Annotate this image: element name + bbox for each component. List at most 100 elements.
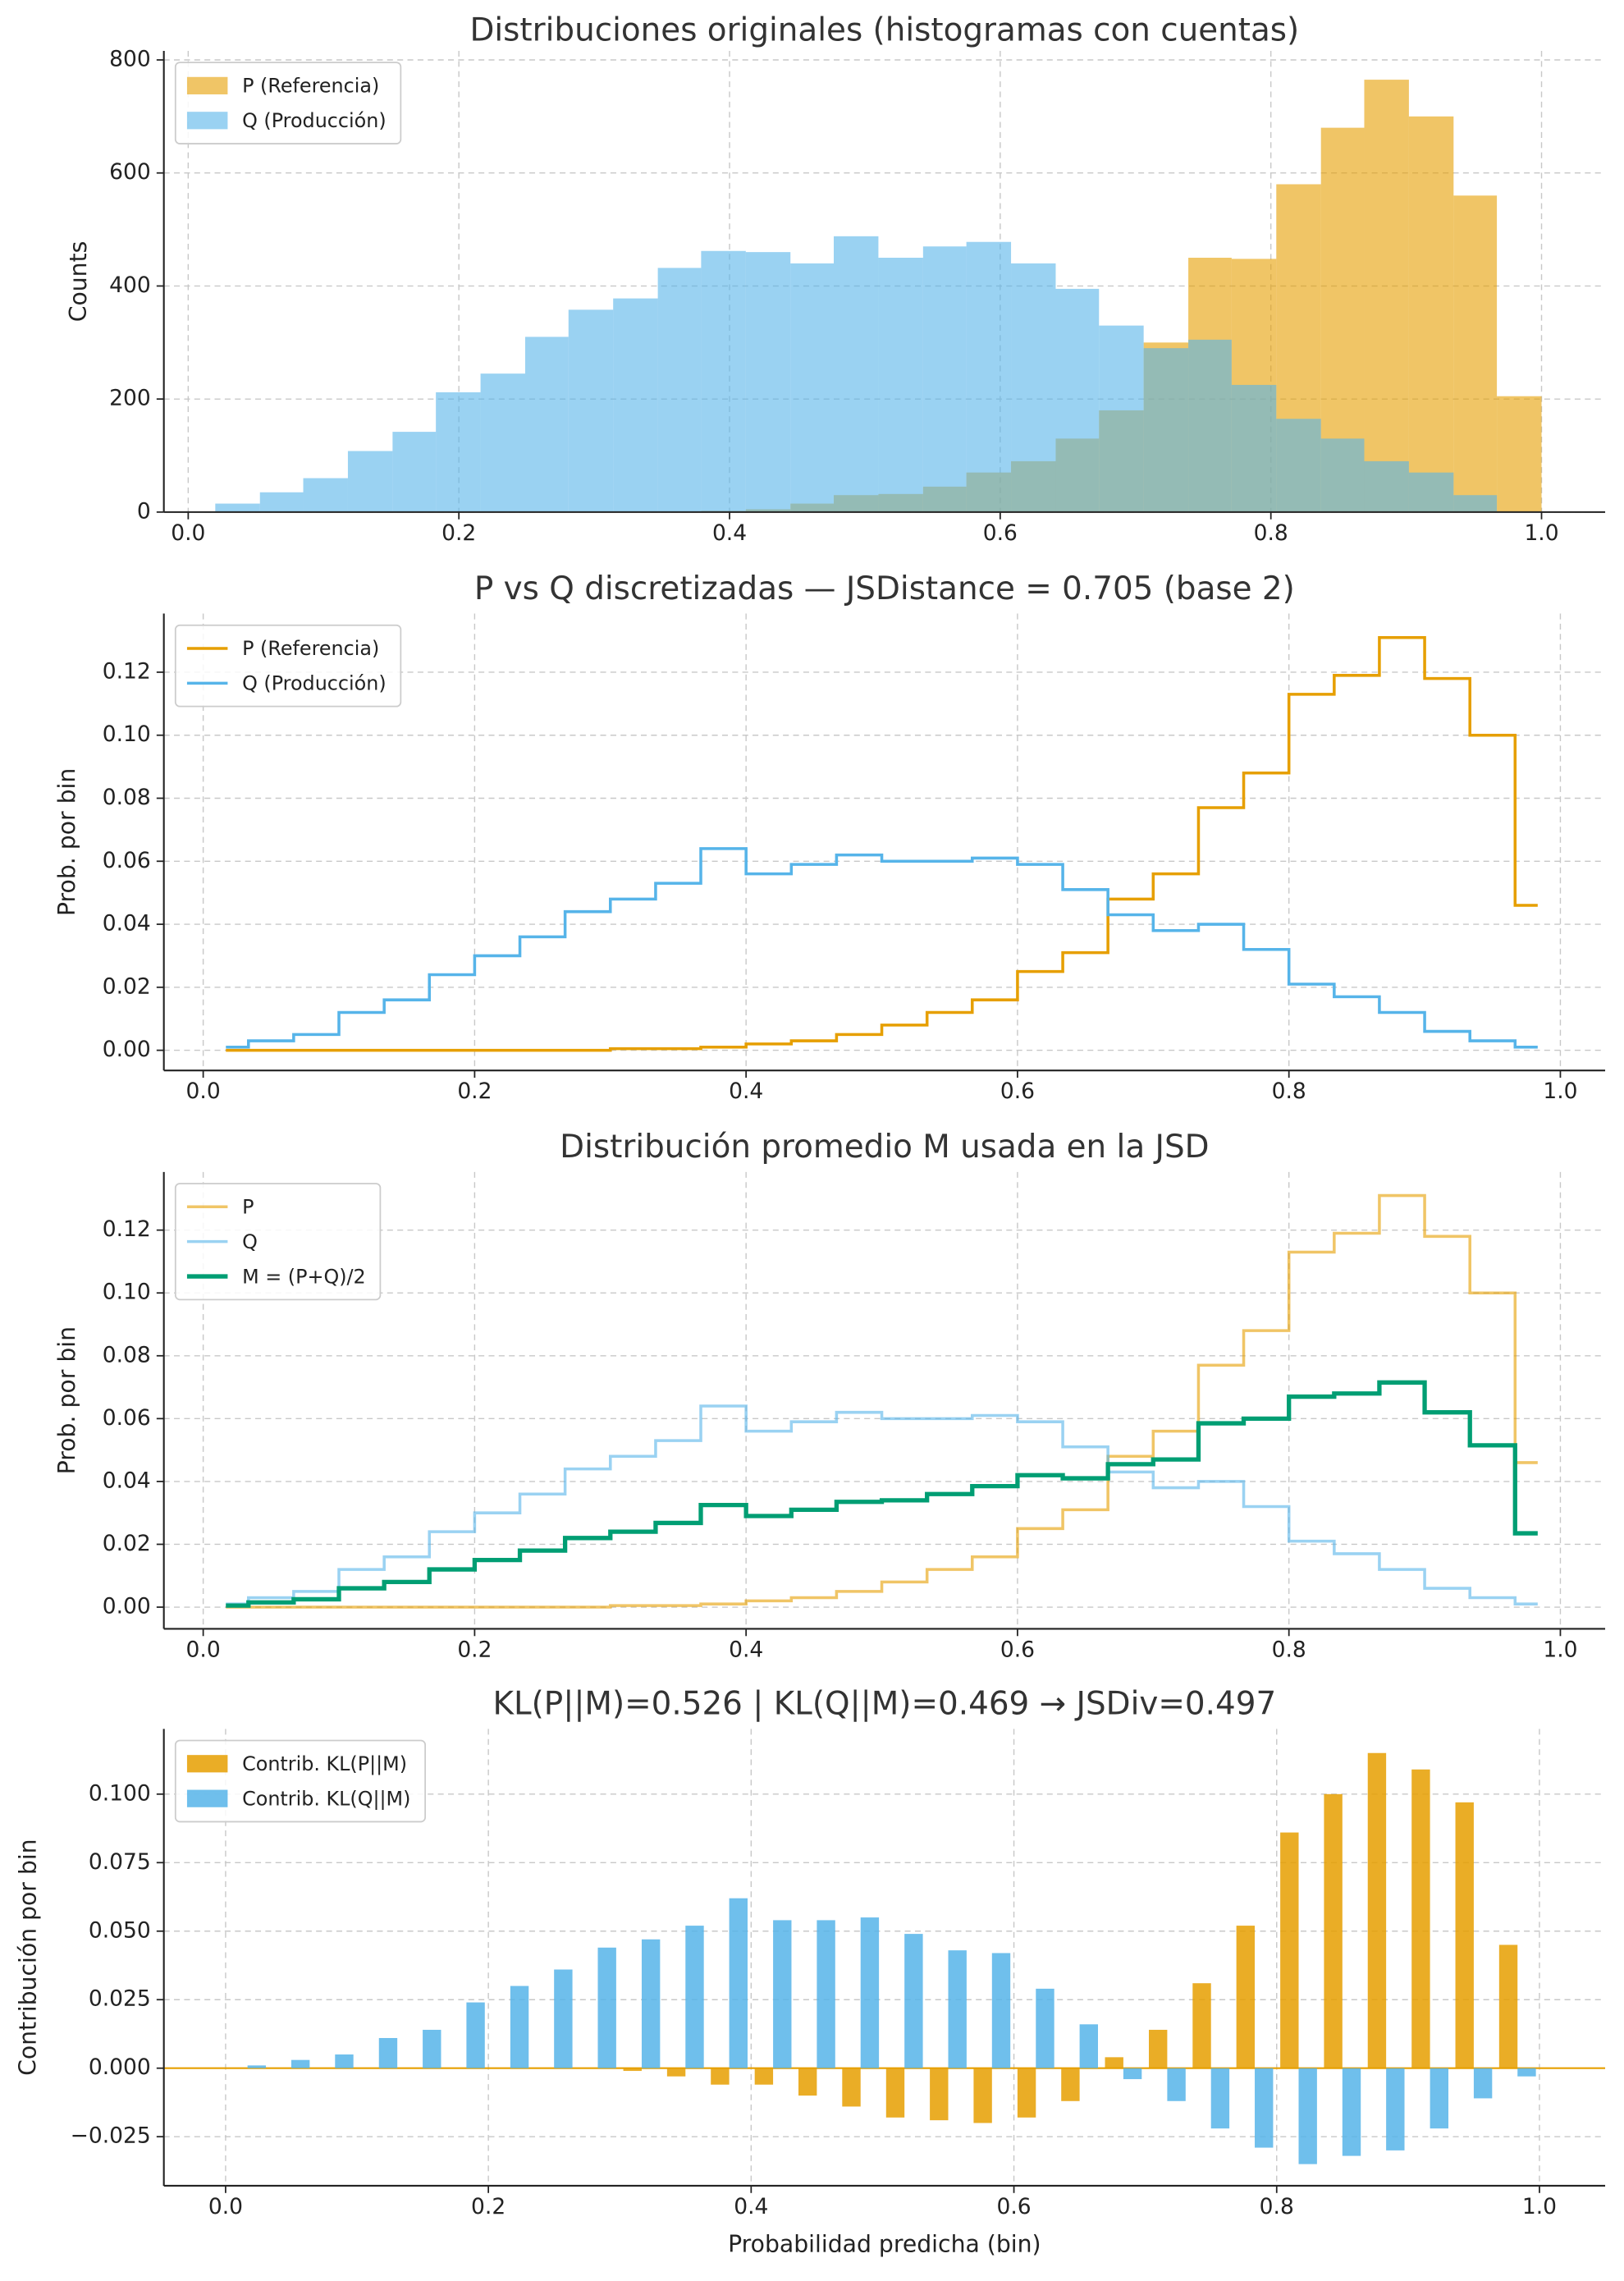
bar bbox=[1430, 2068, 1449, 2129]
bar bbox=[1411, 1769, 1430, 2068]
legend: PQ M = (P+Q)/2 bbox=[174, 1183, 382, 1301]
bar bbox=[729, 1898, 748, 2068]
legend-swatch bbox=[186, 1755, 228, 1773]
legend-label: P (Referencia) bbox=[242, 637, 379, 660]
chart-title: KL(P||M)=0.526 | KL(Q||M)=0.469 → JSDiv=… bbox=[493, 1686, 1277, 1723]
y-tick-label: 400 bbox=[109, 273, 151, 298]
y-tick-label: 0.12 bbox=[103, 658, 151, 684]
legend-label: Contrib. KL(Q||M) bbox=[242, 1787, 410, 1810]
bar bbox=[1255, 2068, 1274, 2148]
hist-bar bbox=[303, 478, 348, 512]
hist-bar bbox=[1143, 348, 1189, 512]
bar bbox=[1342, 2068, 1361, 2156]
bar bbox=[1167, 2068, 1186, 2101]
y-tick-label: 0.06 bbox=[103, 1405, 151, 1431]
x-tick-label: 1.0 bbox=[1524, 520, 1558, 546]
bar bbox=[290, 2059, 310, 2068]
bar bbox=[904, 1934, 923, 2068]
hist-bar bbox=[568, 309, 614, 512]
y-tick-label: 200 bbox=[109, 386, 151, 411]
hist-bar bbox=[480, 373, 525, 512]
subplot: 0.0 0.2 0.4 0.6 0.8 1.0 0 200 400 600 800 Distribuc… bbox=[65, 12, 1606, 546]
legend-label: P bbox=[242, 1196, 254, 1219]
legend-frame bbox=[174, 62, 402, 144]
hist-bar bbox=[745, 252, 791, 512]
bar bbox=[597, 1947, 616, 2068]
bar bbox=[711, 2068, 730, 2085]
y-tick-label: 0.12 bbox=[103, 1216, 151, 1242]
bar bbox=[973, 2068, 992, 2123]
hist-bar bbox=[790, 263, 835, 512]
y-tick-label: 0 bbox=[137, 498, 151, 524]
x-tick-label: 0.0 bbox=[171, 520, 205, 546]
x-tick-label: 1.0 bbox=[1543, 1637, 1577, 1662]
hist-bar bbox=[1453, 495, 1498, 512]
x-tick-label: 0.6 bbox=[1000, 1079, 1035, 1104]
y-tick-label: 0.02 bbox=[103, 1531, 151, 1556]
chart-title: Distribución promedio M usada en la JSD bbox=[560, 1129, 1209, 1166]
bar bbox=[378, 2037, 398, 2068]
bar bbox=[685, 1926, 704, 2068]
hist-bar bbox=[1408, 116, 1454, 512]
step-line bbox=[226, 1404, 1538, 1605]
hist-bar bbox=[1497, 396, 1542, 512]
y-tick-label: 600 bbox=[109, 159, 151, 185]
x-tick-label: 0.4 bbox=[729, 1637, 763, 1662]
hist-bar bbox=[1188, 339, 1232, 512]
bar bbox=[885, 2068, 905, 2118]
x-tick-label: 0.4 bbox=[729, 1079, 763, 1104]
y-tick-label: 0.050 bbox=[89, 1917, 151, 1943]
hist-bar bbox=[613, 298, 658, 512]
y-tick-label: −0.025 bbox=[71, 2123, 151, 2149]
hist-bar bbox=[966, 241, 1012, 512]
legend: P (Referencia) Q (Producción) bbox=[174, 624, 402, 708]
hist-bar bbox=[1364, 460, 1409, 512]
x-tick-label: 0.8 bbox=[1260, 2194, 1294, 2219]
chart-title: P vs Q discretizadas — JSDistance = 0.70… bbox=[474, 570, 1295, 607]
legend-label: Q (Producción) bbox=[242, 109, 387, 132]
legend-label: P (Referencia) bbox=[242, 75, 379, 98]
bar bbox=[466, 2002, 485, 2068]
hist-bar bbox=[1231, 384, 1277, 512]
hist-bar bbox=[436, 392, 481, 512]
y-tick-label: 0.04 bbox=[103, 911, 151, 937]
legend-frame bbox=[174, 624, 402, 708]
y-tick-label: 0.06 bbox=[103, 848, 151, 873]
bar bbox=[798, 2068, 817, 2096]
legend-label: Q (Producción) bbox=[242, 672, 387, 695]
step-line bbox=[226, 1380, 1538, 1608]
x-tick-label: 0.8 bbox=[1254, 520, 1288, 546]
hist-bar bbox=[1320, 438, 1365, 512]
hist-bar bbox=[1099, 325, 1144, 512]
legend: Contrib. KL(P||M) Contrib. KL(Q||M) bbox=[174, 1739, 426, 1823]
y-tick-label: 0.08 bbox=[103, 1342, 151, 1367]
bar bbox=[1079, 2024, 1098, 2068]
x-tick-label: 0.2 bbox=[441, 520, 476, 546]
bar bbox=[817, 1920, 835, 2068]
bar bbox=[842, 2068, 861, 2107]
x-tick-label: 0.2 bbox=[471, 2194, 505, 2219]
y-axis-label: Prob. por bin bbox=[53, 768, 80, 916]
hist-bar bbox=[392, 432, 437, 512]
x-tick-label: 0.6 bbox=[983, 520, 1018, 546]
legend-label: Q bbox=[242, 1230, 258, 1253]
step-line bbox=[226, 847, 1538, 1049]
legend-frame bbox=[174, 1183, 382, 1301]
hist-bar bbox=[922, 246, 967, 512]
bar bbox=[335, 2054, 354, 2068]
hist-bar bbox=[1453, 195, 1498, 512]
y-tick-label: 0.00 bbox=[103, 1037, 151, 1062]
x-tick-label: 0.0 bbox=[186, 1079, 221, 1104]
bar bbox=[1017, 2068, 1036, 2118]
hist-bar bbox=[347, 451, 393, 512]
bar bbox=[1386, 2068, 1405, 2150]
x-tick-label: 0.0 bbox=[208, 2194, 243, 2219]
hist-bar bbox=[524, 337, 569, 512]
bar bbox=[666, 2068, 686, 2077]
y-tick-label: 0.10 bbox=[103, 1280, 151, 1305]
bar bbox=[1061, 2068, 1080, 2101]
bar bbox=[1036, 1988, 1054, 2068]
bar bbox=[1210, 2068, 1230, 2129]
